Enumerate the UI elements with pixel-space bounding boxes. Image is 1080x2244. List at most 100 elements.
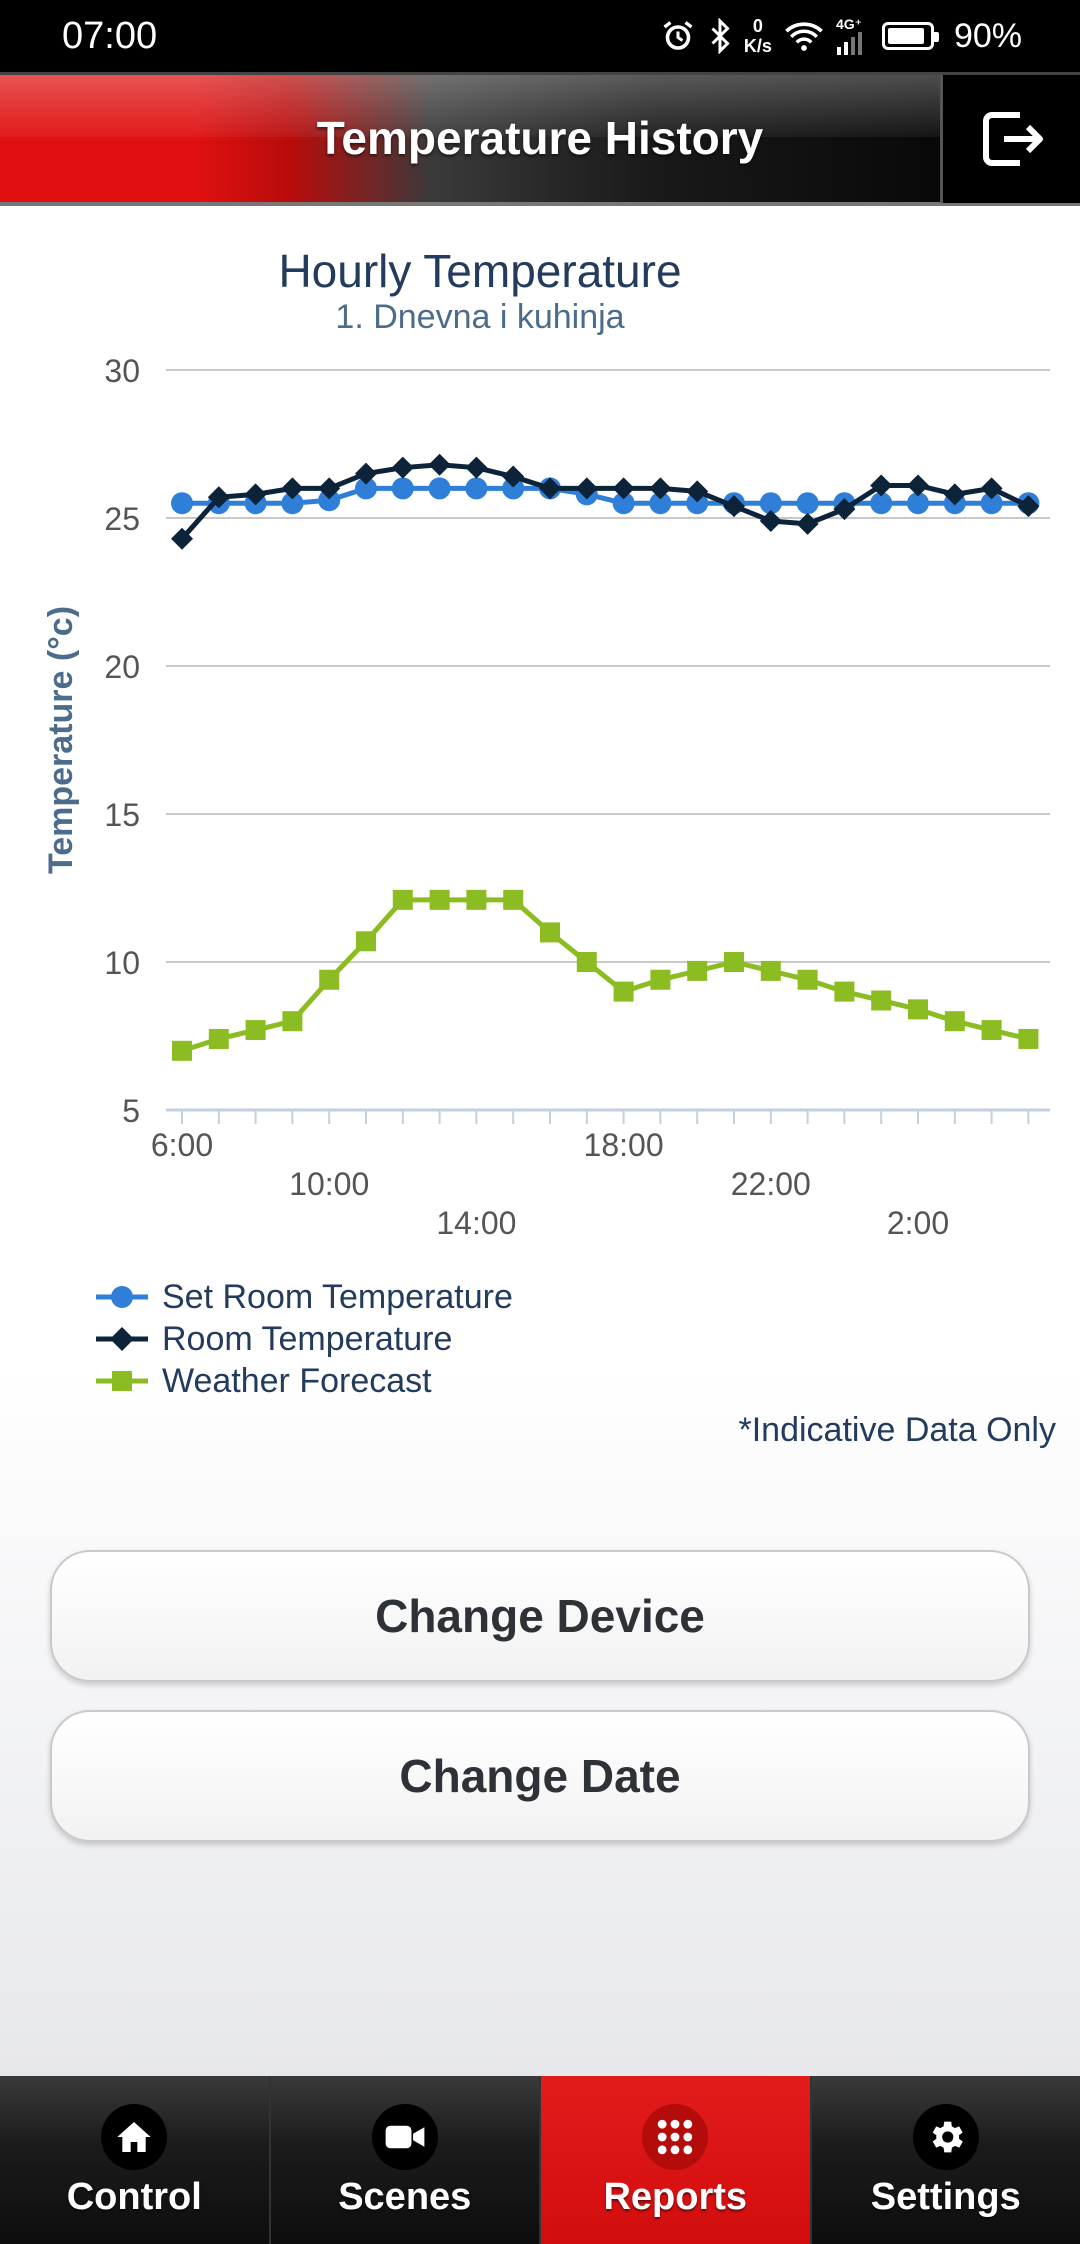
- data-point-circle: [980, 492, 1003, 515]
- video-camera-icon: [371, 2104, 438, 2170]
- data-point-square: [466, 889, 487, 910]
- series-line: [181, 897, 1029, 1054]
- data-point-circle: [318, 489, 341, 512]
- nav-label: Settings: [870, 2176, 1021, 2218]
- data-point-circle: [907, 492, 929, 515]
- data-point-square: [1018, 1028, 1039, 1049]
- network-speed-unit: K/s: [743, 36, 772, 56]
- data-point-square: [908, 999, 928, 1020]
- data-point-square: [981, 1020, 1002, 1041]
- data-point-diamond: [723, 495, 745, 518]
- battery-level: [887, 28, 924, 44]
- x-tick-label: 14:00: [436, 1205, 516, 1241]
- chart-title: Hourly Temperature: [278, 245, 682, 297]
- gear-icon: [912, 2104, 979, 2170]
- status-time: 07:00: [62, 14, 158, 57]
- data-point-diamond: [318, 477, 341, 500]
- data-point-diamond: [391, 456, 414, 479]
- data-point-square: [429, 889, 450, 910]
- data-point-square: [724, 952, 744, 972]
- data-point-square: [540, 922, 560, 943]
- legend-circle-marker: [96, 1286, 148, 1308]
- x-tick-label: 22:00: [731, 1166, 811, 1202]
- nav-label: Reports: [603, 2176, 748, 2218]
- data-point-circle: [391, 477, 414, 500]
- data-point-diamond: [649, 477, 672, 500]
- data-point-square: [245, 1020, 266, 1041]
- nav-scenes[interactable]: Scenes: [270, 2076, 541, 2244]
- legend-label: Set Room Temperature: [162, 1277, 513, 1316]
- data-point-circle: [870, 492, 893, 515]
- data-point-diamond: [244, 483, 267, 506]
- nav-reports[interactable]: Reports: [541, 2076, 812, 2244]
- data-point-diamond: [1017, 495, 1040, 518]
- data-point-square: [687, 960, 708, 981]
- data-point-diamond: [171, 527, 193, 550]
- data-point-diamond: [686, 480, 709, 503]
- cellular-signal-icon: 4G⁺: [836, 17, 866, 55]
- data-point-diamond: [870, 474, 893, 497]
- nav-label: Control: [66, 2176, 202, 2218]
- y-tick-label: 15: [104, 797, 140, 833]
- change-device-button[interactable]: Change Device: [50, 1550, 1030, 1682]
- logout-icon: [982, 112, 1043, 166]
- bottom-navigation: Control Scenes Reports Settings: [0, 2076, 1080, 2244]
- data-point-circle: [465, 477, 488, 500]
- app-header: Temperature History: [0, 72, 1080, 206]
- legend-square-marker: [96, 1371, 148, 1391]
- data-point-square: [392, 889, 413, 910]
- data-point-diamond: [907, 474, 929, 497]
- legend-item-weather-forecast[interactable]: Weather Forecast: [96, 1360, 513, 1402]
- status-bar: 07:00 0 K/s 4G⁺ 90%: [0, 0, 1080, 72]
- change-date-button[interactable]: Change Date: [50, 1710, 1030, 1842]
- chart-legend: Set Room Temperature Room Temperature We…: [96, 1276, 513, 1402]
- data-point-square: [613, 981, 634, 1002]
- y-tick-label: 20: [104, 649, 140, 685]
- data-point-circle: [649, 492, 672, 515]
- data-point-diamond: [502, 465, 525, 488]
- data-point-square: [319, 969, 340, 990]
- y-tick-label: 30: [104, 353, 140, 389]
- network-speed: 0 K/s: [744, 16, 772, 56]
- legend-item-room-temperature[interactable]: Room Temperature: [96, 1318, 513, 1360]
- data-point-square: [760, 960, 781, 981]
- data-point-square: [282, 1011, 303, 1032]
- data-point-circle: [428, 477, 451, 500]
- data-point-circle: [281, 492, 304, 515]
- bluetooth-icon: [708, 18, 732, 54]
- y-tick-label: 10: [104, 945, 140, 981]
- data-point-square: [650, 969, 671, 990]
- data-point-diamond: [428, 453, 451, 476]
- data-point-square: [172, 1040, 192, 1061]
- legend-diamond-marker: [96, 1327, 148, 1351]
- data-point-diamond: [980, 477, 1003, 500]
- network-type: 4G⁺: [835, 16, 863, 32]
- wifi-icon: [784, 20, 824, 52]
- data-point-diamond: [281, 477, 304, 500]
- data-point-square: [356, 931, 376, 952]
- data-point-circle: [796, 492, 819, 515]
- x-tick-label: 6:00: [151, 1127, 213, 1163]
- legend-label: Weather Forecast: [162, 1361, 432, 1400]
- data-point-circle: [612, 492, 635, 515]
- x-tick-label: 18:00: [584, 1127, 664, 1163]
- data-point-square: [208, 1028, 229, 1049]
- data-point-diamond: [759, 509, 782, 532]
- data-point-square: [871, 990, 892, 1011]
- data-point-diamond: [355, 462, 377, 485]
- x-tick-label: 2:00: [887, 1205, 949, 1241]
- data-point-circle: [171, 492, 193, 515]
- report-content: Hourly Temperature 1. Dnevna i kuhinja 5…: [0, 206, 1080, 2076]
- data-point-diamond: [796, 512, 819, 535]
- data-point-circle: [502, 477, 525, 500]
- network-speed-value: 0: [752, 16, 763, 36]
- status-icons: 0 K/s 4G⁺ 90%: [660, 16, 1022, 56]
- y-tick-label: 5: [122, 1093, 140, 1129]
- legend-item-set-room-temperature[interactable]: Set Room Temperature: [96, 1276, 513, 1318]
- home-icon: [101, 2104, 168, 2170]
- data-point-circle: [759, 492, 782, 515]
- chart-subtitle: 1. Dnevna i kuhinja: [335, 298, 625, 336]
- logout-button[interactable]: [940, 75, 1080, 203]
- nav-control[interactable]: Control: [0, 2076, 271, 2244]
- nav-settings[interactable]: Settings: [811, 2076, 1080, 2244]
